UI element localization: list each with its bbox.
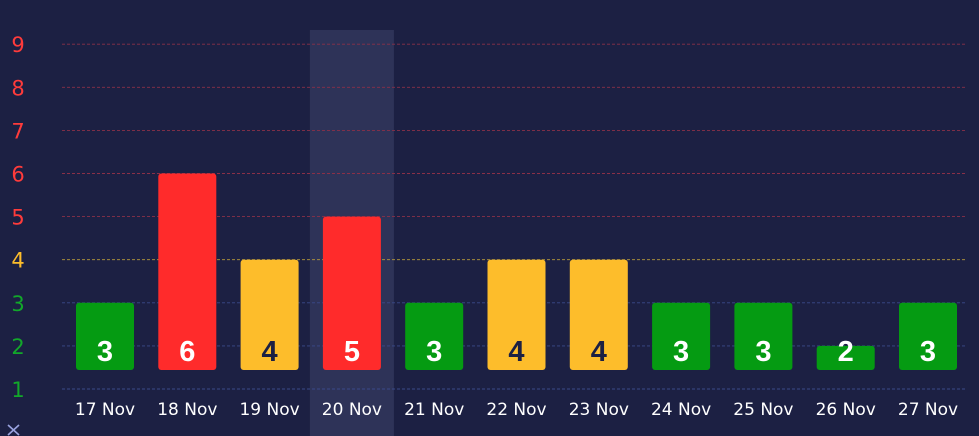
bar bbox=[569, 259, 628, 370]
x-tick-label: 18 Nov bbox=[157, 400, 217, 420]
y-tick-label: 7 bbox=[11, 119, 24, 143]
x-tick-label: 25 Nov bbox=[733, 400, 793, 420]
y-tick-label: 9 bbox=[11, 33, 24, 57]
y-tick-label: 4 bbox=[11, 249, 24, 273]
bar-value-label: 4 bbox=[262, 336, 278, 368]
bar bbox=[652, 302, 711, 370]
y-axis-ticks: 1 2 3 4 5 6 7 8 9 bbox=[11, 33, 24, 402]
y-tick-label: 8 bbox=[11, 76, 24, 100]
bar-value-label: 3 bbox=[755, 336, 771, 368]
bars: 3 6 4 5 3 4 4 3 3 2 3 bbox=[76, 173, 957, 370]
bar bbox=[405, 302, 464, 370]
x-axis-ticks: 17 Nov 18 Nov 19 Nov 20 Nov 21 Nov 22 Nov 23 N… bbox=[75, 400, 958, 420]
y-tick-label: 3 bbox=[11, 292, 24, 316]
bar-value-label: 4 bbox=[508, 336, 524, 368]
bar-value-label: 3 bbox=[426, 336, 442, 368]
y-tick-label: 6 bbox=[11, 163, 24, 187]
x-tick-label: 19 Nov bbox=[239, 400, 299, 420]
x-tick-label: 26 Nov bbox=[816, 400, 876, 420]
bar-value-label: 4 bbox=[591, 336, 607, 368]
bar-value-label: 3 bbox=[97, 336, 113, 368]
x-tick-label: 22 Nov bbox=[486, 400, 546, 420]
bar-value-label: 3 bbox=[920, 336, 936, 368]
bar-value-label: 3 bbox=[673, 336, 689, 368]
x-tick-label: 24 Nov bbox=[651, 400, 711, 420]
bar-value-label: 6 bbox=[179, 336, 195, 368]
x-tick-label: 21 Nov bbox=[404, 400, 464, 420]
y-tick-label: 5 bbox=[11, 206, 24, 230]
x-tick-label: 27 Nov bbox=[898, 400, 958, 420]
close-x-icon[interactable] bbox=[6, 418, 22, 436]
bar bbox=[899, 302, 957, 370]
bar-value-label: 2 bbox=[838, 336, 854, 368]
x-tick-label: 17 Nov bbox=[75, 400, 135, 420]
bar bbox=[322, 216, 381, 370]
bar bbox=[76, 302, 134, 370]
bar-value-label: 5 bbox=[344, 336, 360, 368]
bar bbox=[487, 259, 546, 370]
x-tick-label: 23 Nov bbox=[569, 400, 629, 420]
x-tick-label: 20 Nov bbox=[322, 400, 382, 420]
bar bbox=[240, 259, 299, 370]
y-tick-label: 1 bbox=[11, 378, 24, 402]
y-tick-label: 2 bbox=[11, 335, 24, 359]
bar bbox=[816, 345, 875, 370]
bar bbox=[158, 173, 217, 370]
bar bbox=[734, 302, 793, 370]
